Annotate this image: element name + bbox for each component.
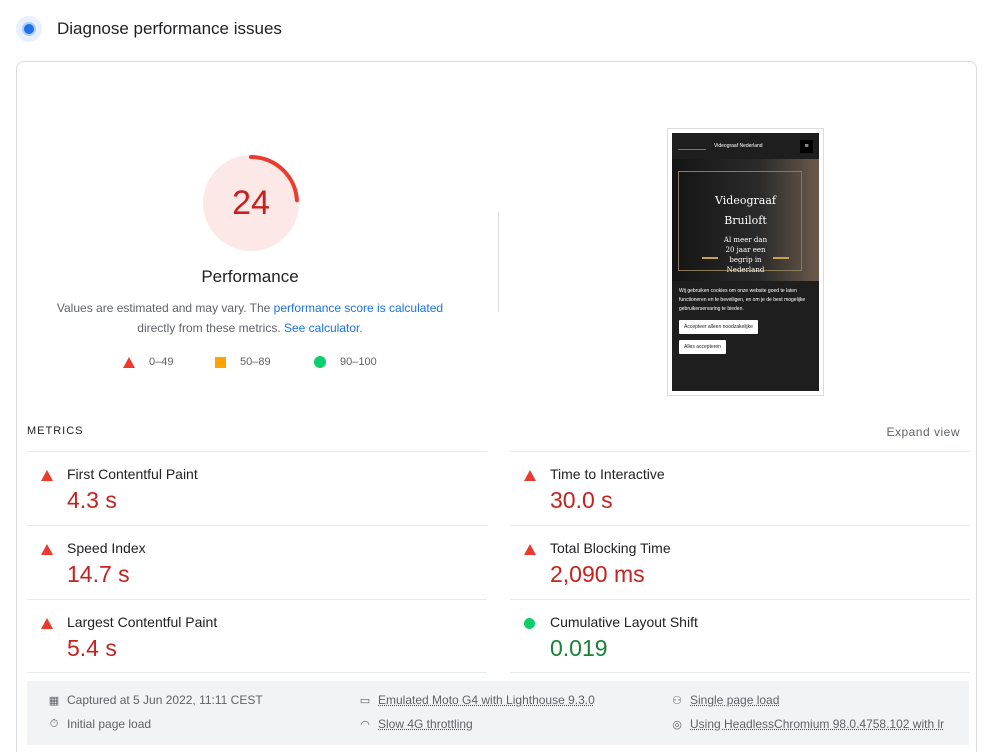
chrome-icon: ◎ bbox=[670, 717, 684, 731]
performance-card: 24 Performance Values are estimated and … bbox=[16, 61, 977, 752]
hero-sub-line: Nederland bbox=[727, 266, 765, 274]
people-icon: ⚇ bbox=[670, 693, 684, 707]
metric-value: 2,090 ms bbox=[550, 561, 645, 588]
desc-prefix: Values are estimated and may vary. The bbox=[57, 301, 274, 315]
circle-icon bbox=[314, 356, 326, 368]
hero-sub-line: 20 jaar een bbox=[725, 246, 765, 254]
hero-title-line: Videograaf bbox=[715, 194, 776, 207]
hero-title-line: Bruiloft bbox=[724, 214, 767, 227]
cookie-banner: Wij gebruiken cookies om onze website go… bbox=[672, 281, 819, 391]
timer-icon: ⏱ bbox=[47, 717, 61, 731]
browser-text[interactable]: Using HeadlessChromium 98.0.4758.102 wit… bbox=[690, 717, 944, 731]
screenshot-navbar: Videograaf Nederland ≡ bbox=[672, 133, 819, 159]
legend-poor: 0–49 bbox=[123, 356, 173, 368]
site-logo bbox=[678, 142, 706, 150]
gauge-description: Values are estimated and may vary. The p… bbox=[47, 298, 453, 338]
legend-range: 90–100 bbox=[340, 356, 377, 368]
device-text[interactable]: Emulated Moto G4 with Lighthouse 9.3.0 bbox=[378, 693, 595, 707]
metric-value: 30.0 s bbox=[550, 487, 613, 514]
captured-at: ▦ Captured at 5 Jun 2022, 11:11 CEST bbox=[47, 693, 263, 707]
triangle-icon bbox=[524, 470, 536, 481]
metric-time-to-interactive: Time to Interactive 30.0 s bbox=[510, 451, 970, 525]
metric-largest-contentful-paint: Largest Contentful Paint 5.4 s bbox=[27, 599, 487, 673]
runtime-settings: ▦ Captured at 5 Jun 2022, 11:11 CEST ⏱ I… bbox=[27, 681, 969, 745]
metric-total-blocking-time: Total Blocking Time 2,090 ms bbox=[510, 525, 970, 599]
performance-gauge: 24 bbox=[201, 153, 301, 253]
hero-title: Videograaf Bruiloft bbox=[672, 191, 819, 231]
wifi-icon: ◠ bbox=[358, 717, 372, 731]
hero-sub-line: Al meer dan bbox=[724, 236, 767, 244]
network-throttling[interactable]: ◠ Slow 4G throttling bbox=[358, 717, 473, 731]
metric-value: 5.4 s bbox=[67, 635, 117, 662]
gauge-label: Performance bbox=[97, 267, 403, 287]
legend-good: 90–100 bbox=[314, 356, 377, 368]
captured-text: Captured at 5 Jun 2022, 11:11 CEST bbox=[67, 693, 263, 707]
final-screenshot[interactable]: Videograaf Nederland ≡ Videograaf Bruilof… bbox=[667, 128, 824, 396]
triangle-icon bbox=[524, 544, 536, 555]
devices-icon: ▭ bbox=[358, 693, 372, 707]
hero-accent-bar bbox=[702, 257, 718, 259]
initial-load-text: Initial page load bbox=[67, 717, 151, 731]
metric-first-contentful-paint: First Contentful Paint 4.3 s bbox=[27, 451, 487, 525]
metric-name: Time to Interactive bbox=[550, 466, 665, 482]
performance-score: 24 bbox=[201, 153, 301, 253]
metric-name: First Contentful Paint bbox=[67, 466, 198, 482]
metric-name: Speed Index bbox=[67, 540, 146, 556]
metric-name: Cumulative Layout Shift bbox=[550, 614, 698, 630]
diagnose-icon bbox=[16, 16, 42, 42]
browser-info[interactable]: ◎ Using HeadlessChromium 98.0.4758.102 w… bbox=[670, 717, 944, 731]
initial-page-load: ⏱ Initial page load bbox=[47, 717, 151, 731]
accept-all-button: Alles accepteren bbox=[679, 340, 726, 354]
hero-subtitle: Al meer dan 20 jaar een begrip in Nederland bbox=[672, 235, 819, 275]
accept-necessary-button: Accepteer alleen noodzakelijke bbox=[679, 320, 758, 334]
metric-value: 0.019 bbox=[550, 635, 608, 662]
metric-cumulative-layout-shift: Cumulative Layout Shift 0.019 bbox=[510, 599, 970, 673]
emulated-device[interactable]: ▭ Emulated Moto G4 with Lighthouse 9.3.0 bbox=[358, 693, 595, 707]
desc-mid: directly from these metrics. bbox=[137, 321, 284, 335]
score-calculated-link[interactable]: performance score is calculated bbox=[274, 301, 443, 315]
metric-value: 14.7 s bbox=[67, 561, 130, 588]
site-name: Videograaf Nederland bbox=[714, 143, 800, 149]
section-title: Diagnose performance issues bbox=[57, 19, 282, 39]
legend-range: 0–49 bbox=[149, 356, 173, 368]
hero-accent-bar bbox=[773, 257, 789, 259]
menu-icon: ≡ bbox=[800, 140, 813, 153]
single-load-text[interactable]: Single page load bbox=[690, 693, 779, 707]
desc-suffix: . bbox=[359, 321, 362, 335]
cookie-text: Wij gebruiken cookies om onze website go… bbox=[679, 287, 812, 314]
screenshot-hero: Videograaf Bruiloft Al meer dan 20 jaar ee… bbox=[672, 159, 819, 281]
metric-value: 4.3 s bbox=[67, 487, 117, 514]
square-icon bbox=[215, 357, 226, 368]
triangle-icon bbox=[41, 618, 53, 629]
legend-average: 50–89 bbox=[215, 356, 271, 368]
metrics-title: METRICS bbox=[27, 425, 84, 437]
metric-name: Total Blocking Time bbox=[550, 540, 671, 556]
metric-speed-index: Speed Index 14.7 s bbox=[27, 525, 487, 599]
section-header: Diagnose performance issues bbox=[16, 15, 282, 43]
legend-range: 50–89 bbox=[240, 356, 271, 368]
single-page-load[interactable]: ⚇ Single page load bbox=[670, 693, 779, 707]
circle-icon bbox=[524, 618, 535, 629]
see-calculator-link[interactable]: See calculator bbox=[284, 321, 359, 335]
triangle-icon bbox=[123, 357, 135, 368]
divider bbox=[498, 212, 499, 312]
calendar-icon: ▦ bbox=[47, 693, 61, 707]
throttling-text[interactable]: Slow 4G throttling bbox=[378, 717, 473, 731]
expand-view-button[interactable]: Expand view bbox=[886, 425, 960, 439]
screenshot-page: Videograaf Nederland ≡ Videograaf Bruilof… bbox=[672, 133, 819, 391]
hero-sub-line: begrip in bbox=[729, 256, 761, 264]
metric-name: Largest Contentful Paint bbox=[67, 614, 217, 630]
triangle-icon bbox=[41, 470, 53, 481]
triangle-icon bbox=[41, 544, 53, 555]
